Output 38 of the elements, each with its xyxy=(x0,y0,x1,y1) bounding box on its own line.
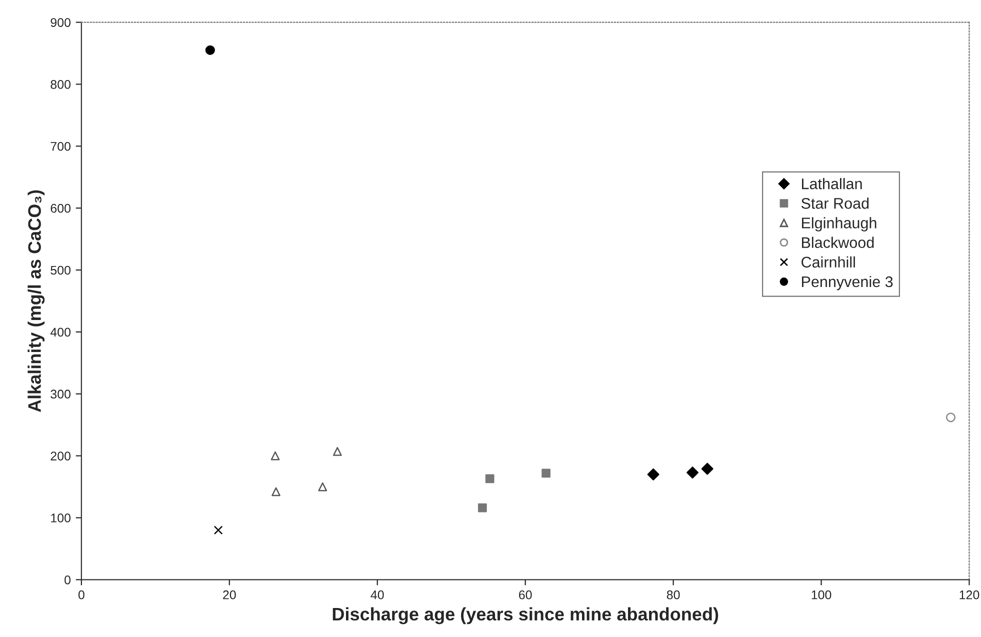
point xyxy=(701,462,714,475)
point xyxy=(332,447,342,456)
x-tick-label: 0 xyxy=(78,590,84,600)
y-tick-label: 300 xyxy=(50,390,71,399)
x-tick-label: 60 xyxy=(519,590,532,600)
x-axis-title: Discharge age (years since mine abandoned) xyxy=(332,607,718,624)
x-tick-label: 40 xyxy=(370,590,384,600)
point xyxy=(647,468,660,480)
y-tick-label: 400 xyxy=(50,328,71,337)
point xyxy=(478,503,487,512)
x-tick-label: 80 xyxy=(666,590,680,600)
legend-label: Elginhaugh xyxy=(802,217,876,232)
y-tick-label: 100 xyxy=(51,514,71,522)
y-tick-label: 200 xyxy=(50,452,71,460)
x-tick-label: 120 xyxy=(960,590,980,600)
point xyxy=(214,526,223,535)
y-tick-label: 700 xyxy=(50,142,71,151)
legend-label: Star Road xyxy=(801,198,869,209)
y-axis-title: Alkalinity (mg/l as CaCO₃) xyxy=(28,190,45,412)
point xyxy=(318,482,328,492)
x-tick-label: 20 xyxy=(223,590,236,600)
legend-label: Cairnhill xyxy=(802,256,855,268)
legend-label: Pennyvenie 3 xyxy=(802,276,893,290)
point xyxy=(272,487,280,496)
y-tick-label: 900 xyxy=(50,18,71,27)
point xyxy=(946,412,956,422)
point xyxy=(686,466,699,479)
y-tick-label: 600 xyxy=(50,204,71,213)
x-tick-label: 100 xyxy=(812,590,832,600)
y-tick-label: 0 xyxy=(64,575,71,584)
point xyxy=(270,451,280,460)
point xyxy=(205,45,215,55)
y-tick-label: 800 xyxy=(50,80,71,89)
y-tick-label: 500 xyxy=(50,266,71,275)
point xyxy=(485,474,494,484)
legend-label: Lathallan xyxy=(802,178,862,190)
point xyxy=(542,468,550,478)
legend-label: Blackwood xyxy=(802,236,874,248)
